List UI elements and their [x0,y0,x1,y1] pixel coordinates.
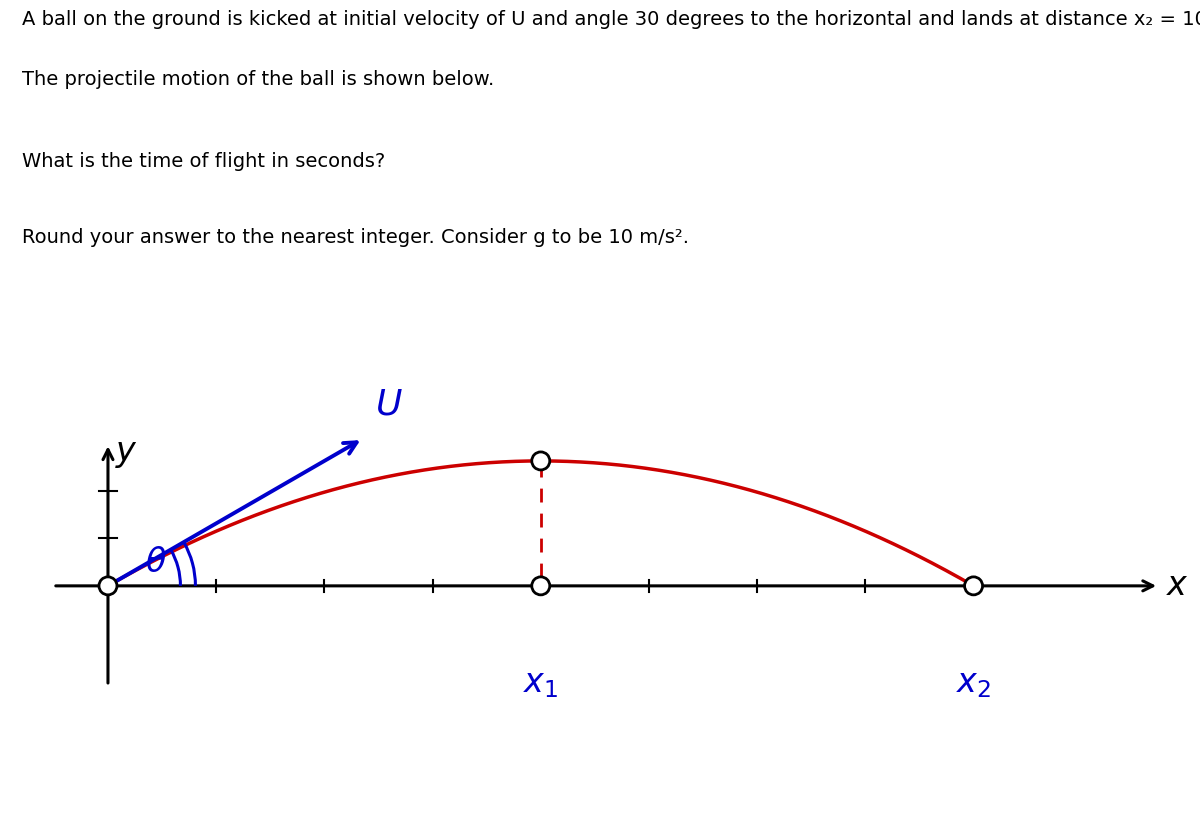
Circle shape [532,452,550,470]
Text: A ball on the ground is kicked at initial velocity of U and angle 30 degrees to : A ball on the ground is kicked at initia… [22,9,1200,28]
Text: What is the time of flight in seconds?: What is the time of flight in seconds? [22,152,385,171]
Text: $\theta$: $\theta$ [144,547,167,580]
Text: Round your answer to the nearest integer. Consider g to be 10 m/s².: Round your answer to the nearest integer… [22,229,689,247]
Text: The projectile motion of the ball is shown below.: The projectile motion of the ball is sho… [22,70,494,88]
Circle shape [965,577,983,595]
Circle shape [532,577,550,595]
Text: $x_2$: $x_2$ [956,668,991,701]
Circle shape [98,577,116,595]
Text: $x$: $x$ [1166,570,1189,602]
Text: $x_1$: $x_1$ [523,668,558,701]
Text: $U$: $U$ [376,387,403,421]
Text: $y$: $y$ [115,439,138,470]
